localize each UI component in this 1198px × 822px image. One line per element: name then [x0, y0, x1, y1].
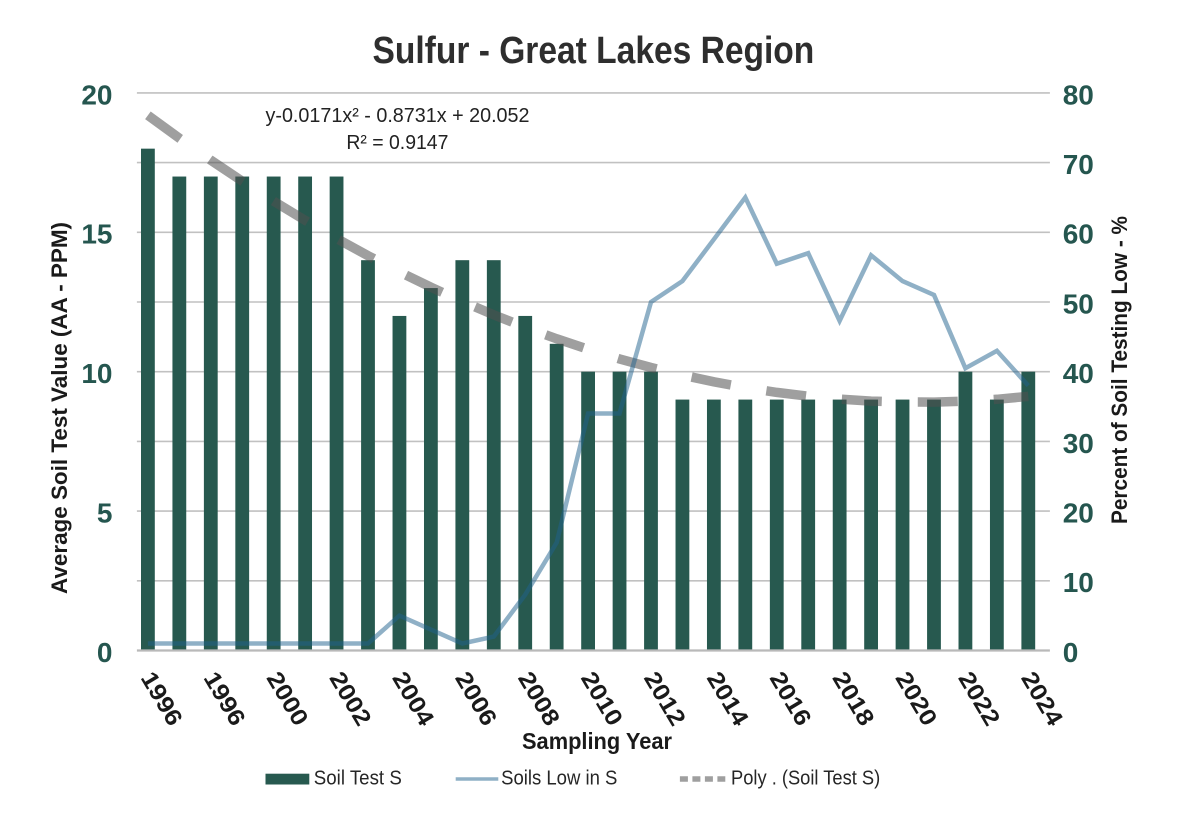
svg-text:Percent of Soil Testing Low -: Percent of Soil Testing Low - % [1107, 216, 1132, 524]
svg-text:20: 20 [81, 79, 112, 110]
svg-text:70: 70 [1063, 149, 1094, 180]
svg-text:Soils Low in S: Soils Low in S [501, 767, 617, 790]
svg-text:15: 15 [81, 219, 112, 250]
svg-text:30: 30 [1063, 428, 1094, 459]
svg-text:0: 0 [1063, 637, 1079, 668]
svg-text:y-0.0171x² - 0.8731x + 20.052: y-0.0171x² - 0.8731x + 20.052 [266, 104, 530, 127]
svg-text:10: 10 [81, 358, 112, 389]
svg-text:Poly . (Soil Test S): Poly . (Soil Test S) [731, 767, 880, 790]
svg-text:Soil Test S: Soil Test S [314, 767, 402, 790]
svg-text:Average Soil Test Value (AA -: Average Soil Test Value (AA - PPM) [47, 222, 72, 594]
svg-text:60: 60 [1063, 219, 1094, 250]
svg-text:10: 10 [1063, 567, 1094, 598]
svg-text:40: 40 [1063, 358, 1094, 389]
svg-text:0: 0 [97, 637, 113, 668]
svg-text:5: 5 [97, 498, 113, 529]
svg-text:R² = 0.9147: R² = 0.9147 [346, 131, 448, 154]
svg-text:50: 50 [1063, 288, 1094, 319]
svg-text:Sulfur - Great Lakes Region: Sulfur - Great Lakes Region [373, 30, 815, 72]
svg-text:20: 20 [1063, 498, 1094, 529]
svg-text:Sampling Year: Sampling Year [522, 728, 672, 754]
svg-text:80: 80 [1063, 79, 1094, 110]
